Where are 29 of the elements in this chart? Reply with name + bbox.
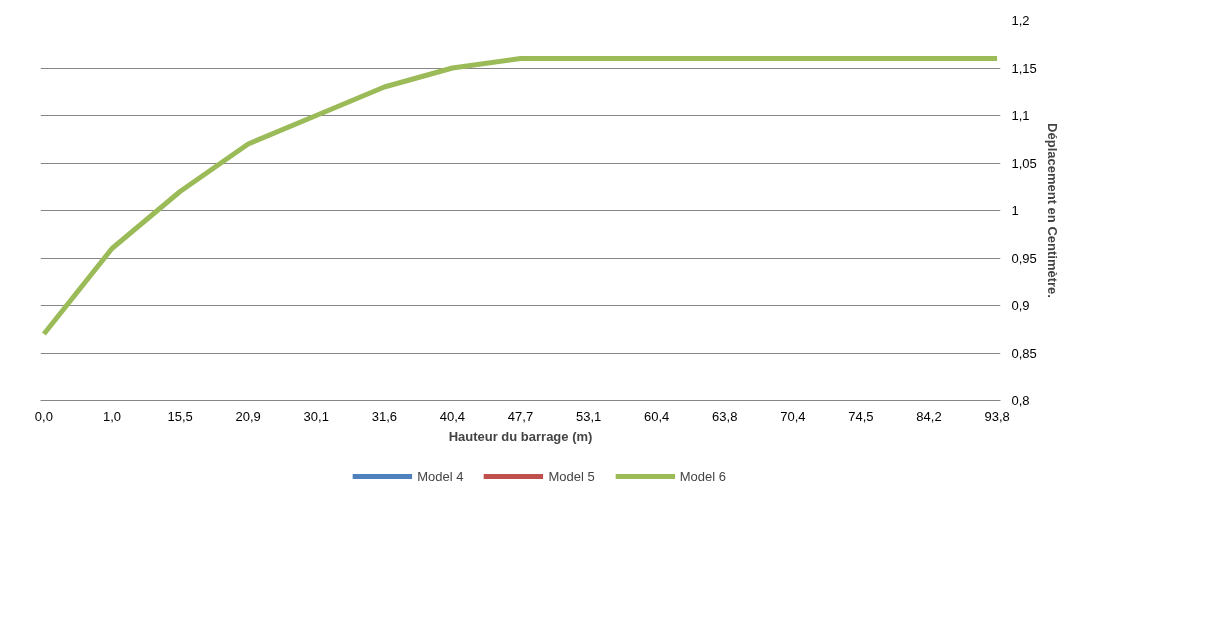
- legend-label: Model 6: [679, 468, 726, 484]
- y-tick-label: 1,2: [1011, 13, 1030, 28]
- y-tick-label: 1,15: [1011, 60, 1037, 76]
- legend-label: Model 4: [417, 468, 464, 484]
- x-tick-label: 84,2: [916, 408, 942, 424]
- x-tick-label: 63,8: [712, 408, 738, 424]
- x-tick-label: 93,8: [984, 408, 1010, 424]
- y-tick-label: 1,1: [1011, 108, 1030, 123]
- y-tick-label: 1: [1011, 203, 1019, 218]
- x-tick-label: 60,4: [644, 408, 670, 424]
- legend-label: Model 5: [548, 468, 595, 484]
- y-tick-label: 0,95: [1011, 250, 1037, 266]
- y-tick-label: 0,8: [1011, 393, 1030, 408]
- x-tick-label: 70,4: [780, 408, 806, 424]
- x-tick-label: 1,0: [102, 408, 122, 424]
- x-axis-title: Hauteur du barrage (m): [448, 428, 593, 444]
- x-tick-label: 31,6: [371, 408, 397, 424]
- x-tick-label: 40,4: [439, 408, 466, 424]
- x-tick-label: 15,5: [167, 408, 193, 424]
- x-tick-label: 47,7: [507, 408, 534, 424]
- x-tick-label: 0,0: [34, 408, 53, 424]
- y-tick-label: 0,9: [1011, 298, 1030, 313]
- x-tick-label: 20,9: [235, 408, 261, 424]
- x-tick-label: 30,1: [303, 408, 329, 424]
- y-tick-label: 1,05: [1011, 155, 1037, 171]
- y-tick-label: 0,85: [1011, 345, 1037, 361]
- y-axis-title: Déplacement en Centimètre.: [1044, 123, 1060, 298]
- x-tick-label: 53,1: [575, 408, 602, 424]
- x-tick-label: 74,5: [848, 408, 874, 424]
